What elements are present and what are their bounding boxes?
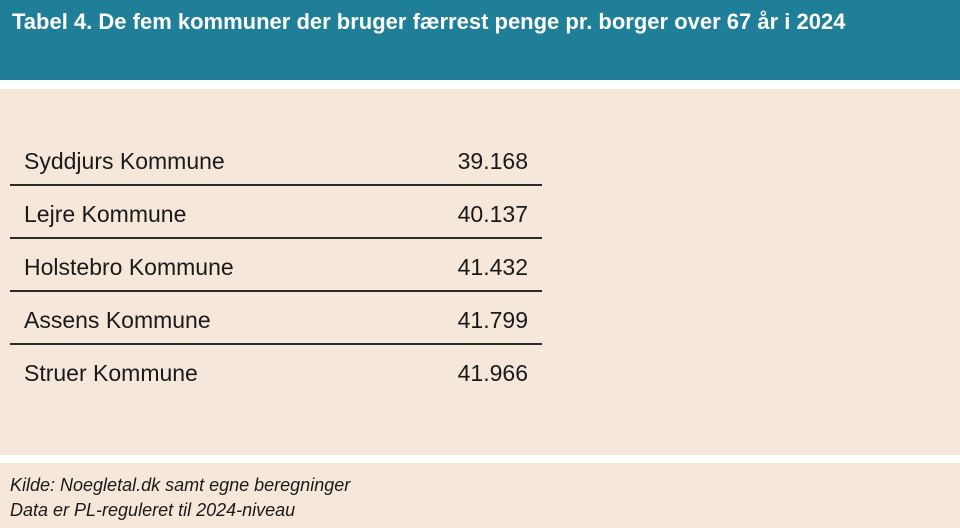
table-row: Lejre Kommune 40.137 bbox=[10, 187, 542, 239]
municipality-name: Syddjurs Kommune bbox=[24, 148, 225, 174]
table-row: Struer Kommune 41.966 bbox=[10, 346, 542, 398]
table-title-bar: Tabel 4. De fem kommuner der bruger færr… bbox=[0, 0, 960, 80]
municipality-name: Holstebro Kommune bbox=[24, 254, 234, 280]
amount-value: 41.799 bbox=[457, 307, 528, 333]
table-row: Assens Kommune 41.799 bbox=[10, 293, 542, 345]
amount-value: 39.168 bbox=[457, 148, 528, 174]
amount-value: 41.432 bbox=[457, 254, 528, 280]
table-panel: Syddjurs Kommune 39.168 Lejre Kommune 40… bbox=[0, 89, 960, 455]
amount-value: 41.966 bbox=[457, 360, 528, 386]
municipality-name: Assens Kommune bbox=[24, 307, 211, 333]
municipality-name: Struer Kommune bbox=[24, 360, 198, 386]
municipality-name: Lejre Kommune bbox=[24, 201, 187, 227]
table-row: Holstebro Kommune 41.432 bbox=[10, 240, 542, 292]
source-note: Kilde: Noegletal.dk samt egne beregninge… bbox=[10, 475, 351, 495]
table-title: Tabel 4. De fem kommuner der bruger færr… bbox=[12, 9, 846, 34]
table-footer: Kilde: Noegletal.dk samt egne beregninge… bbox=[0, 463, 960, 528]
table-row: Syddjurs Kommune 39.168 bbox=[10, 134, 542, 186]
amount-value: 40.137 bbox=[457, 201, 528, 227]
adjustment-note: Data er PL-reguleret til 2024-niveau bbox=[10, 500, 296, 520]
